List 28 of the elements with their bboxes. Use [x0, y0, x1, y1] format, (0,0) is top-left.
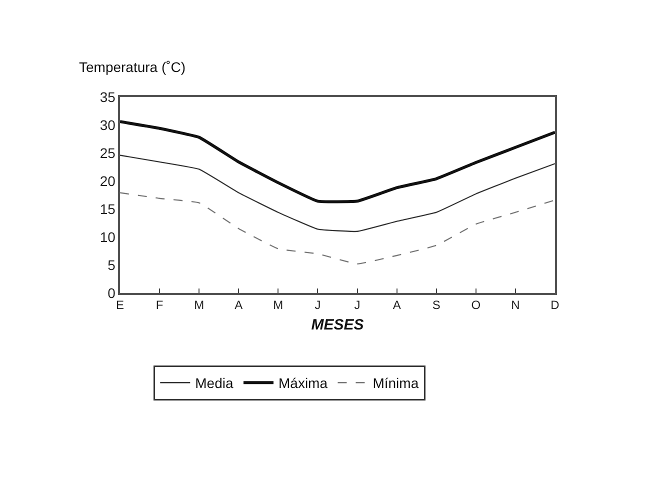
line-series: [120, 120, 555, 204]
y-axis-title: Temperatura (˚C): [79, 59, 186, 75]
x-tick-label: M: [273, 298, 284, 312]
x-tick-label: E: [116, 298, 124, 312]
line-series: [120, 154, 555, 232]
x-tick-label: S: [432, 298, 440, 312]
y-tick-label: 25: [100, 144, 116, 161]
x-axis-title: MESES: [311, 316, 364, 334]
x-tick-label: N: [511, 298, 520, 312]
x-tick-label: J: [354, 298, 360, 312]
y-tick-label: 5: [108, 256, 116, 273]
x-tick-label: M: [194, 298, 204, 312]
y-tick-label: 0: [108, 284, 116, 301]
y-tick-label: 30: [100, 116, 116, 133]
x-tick-label: F: [156, 298, 164, 312]
x-tick-label: A: [234, 298, 243, 312]
y-tick-label: 35: [100, 88, 116, 105]
legend-label: Mínima: [372, 375, 419, 392]
legend-label: Máxima: [278, 375, 328, 392]
line-series: [120, 192, 555, 264]
legend-label: Media: [195, 375, 234, 392]
y-tick-label: 10: [100, 228, 116, 245]
x-tick-label: D: [550, 298, 560, 312]
y-tick-label: 15: [100, 200, 116, 217]
x-tick-label: A: [392, 298, 401, 312]
y-tick-label: 20: [100, 172, 116, 189]
x-tick-label: O: [471, 298, 481, 312]
x-tick-label: J: [314, 298, 321, 312]
